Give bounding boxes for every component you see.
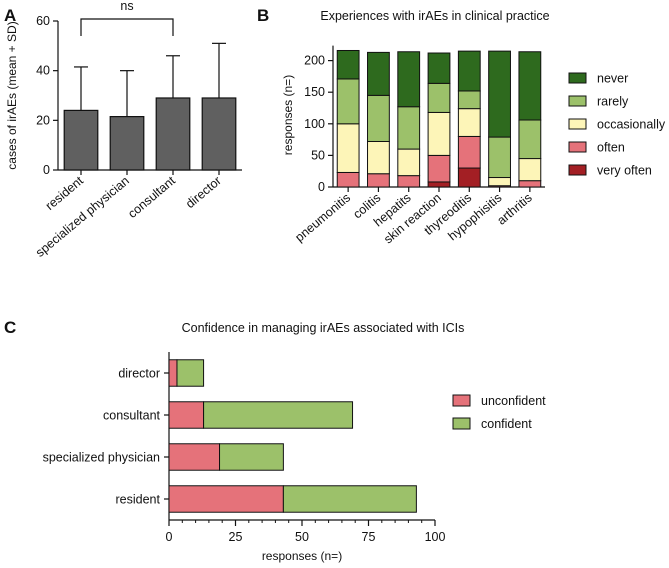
panel-c-segment-resident-confident xyxy=(282,485,417,513)
panel-b-segment-hypophisitis-never xyxy=(488,50,511,138)
panel-b-x-tick-label-arthritis: arthritis xyxy=(494,191,534,228)
panel-a-bar-resident xyxy=(63,109,99,171)
panel-b-segment-hypophisitis-rarely xyxy=(488,136,511,179)
panel-c-x-tick-label: 0 xyxy=(166,530,173,544)
panel-b-segment-hepatits-often xyxy=(397,175,421,188)
panel-b-segment-hypophisitis-occasionally xyxy=(488,177,511,187)
panel-c-chart: Confidence in managing irAEs associated … xyxy=(43,321,547,563)
panel-b-legend-label-rarely: rarely xyxy=(597,95,629,109)
panel-b-segment-thyreoditis-never xyxy=(457,50,481,92)
panel-b-segment-skin-reaction-rarely xyxy=(427,82,451,113)
panel-a-bar-specialized-physician xyxy=(109,116,145,171)
panel-c-segment-director-confident xyxy=(176,359,205,387)
panel-c-segment-consultant-confident xyxy=(203,401,354,429)
panel-label-a: A xyxy=(4,6,16,25)
panel-b-legend-label-often: often xyxy=(597,141,625,155)
panel-a-y-axis-label: cases of irAEs (mean + SD) xyxy=(5,21,19,169)
panel-b-segment-arthritis-never xyxy=(518,51,542,121)
panel-c-segment-consultant-unconfident xyxy=(168,401,205,429)
panel-b-legend-label-never: never xyxy=(597,72,628,86)
panel-b-chart: Experiences with irAEs in clinical pract… xyxy=(281,9,666,246)
panel-c-segment-resident-unconfident xyxy=(168,485,284,513)
panel-c-x-tick-label: 75 xyxy=(362,530,376,544)
panel-c-x-tick-label: 25 xyxy=(229,530,243,544)
panel-a-x-tick-label-resident: resident xyxy=(43,173,86,213)
panel-b-y-tick-label: 150 xyxy=(304,85,325,99)
panel-b-segment-thyreoditis-rarely xyxy=(457,90,481,110)
panel-c-x-axis-label: responses (n=) xyxy=(262,549,342,563)
panel-b-legend-swatch-occasionally xyxy=(568,118,587,130)
panel-b-segment-colitis-rarely xyxy=(367,94,390,142)
panel-a-y-tick-label: 20 xyxy=(36,113,50,127)
panel-c-y-tick-label-resident: resident xyxy=(116,493,161,507)
panel-b-x-tick-label-pneumonitis: pneumonitis xyxy=(292,191,353,245)
panel-a-y-tick-label: 40 xyxy=(36,64,50,78)
panel-b-segment-skin-reaction-often xyxy=(427,154,451,183)
panel-b-legend-swatch-never xyxy=(568,72,587,84)
panel-b-legend-label-occasionally: occasionally xyxy=(597,118,666,132)
panel-c-y-tick-label-director: director xyxy=(118,367,160,381)
panel-label-c: C xyxy=(4,318,16,337)
panel-b-segment-thyreoditis-occasionally xyxy=(457,108,481,137)
panel-b-y-tick-label: 0 xyxy=(318,180,325,194)
panel-c-y-tick-label-consultant: consultant xyxy=(103,409,161,423)
panel-b-segment-hepatits-never xyxy=(397,51,421,108)
panel-a-chart: cases of irAEs (mean + SD) ns 0 20 40 60 res… xyxy=(5,0,242,260)
panel-b-segment-hepatits-rarely xyxy=(397,106,421,150)
panel-a-significance-label: ns xyxy=(120,0,133,13)
panel-b-legend-swatch-very-often xyxy=(568,164,587,176)
panel-b-segment-skin-reaction-occasionally xyxy=(427,111,451,156)
panel-b-segment-pneumonitis-rarely xyxy=(336,78,360,125)
panel-b-segment-thyreoditis-very-often xyxy=(457,167,481,188)
panel-b-segment-colitis-occasionally xyxy=(367,140,390,175)
panel-b-segment-skin-reaction-never xyxy=(427,52,451,84)
panel-c-legend-swatch-confident xyxy=(452,417,471,430)
panel-c-legend-label-unconfident: unconfident xyxy=(481,394,546,408)
panel-b-segment-arthritis-rarely xyxy=(518,119,542,160)
panel-a-bar-consultant xyxy=(155,97,191,171)
panel-b-legend-swatch-often xyxy=(568,141,587,153)
panel-b-segment-arthritis-occasionally xyxy=(518,158,542,182)
panel-b-segment-thyreoditis-often xyxy=(457,135,481,169)
panel-a-x-tick-label-director: director xyxy=(183,174,224,212)
panel-c-legend-swatch-unconfident xyxy=(452,394,471,407)
panel-label-b: B xyxy=(257,6,269,25)
panel-c-x-tick-label: 50 xyxy=(295,530,309,544)
panel-b-segment-colitis-often xyxy=(367,173,390,188)
panel-c-legend-label-confident: confident xyxy=(481,417,532,431)
panel-b-y-tick-label: 100 xyxy=(304,117,325,131)
panel-b-segment-pneumonitis-occasionally xyxy=(336,123,360,173)
panel-c-segment-specialized-physician-confident xyxy=(219,443,284,471)
panel-c-title: Confidence in managing irAEs associated … xyxy=(182,321,465,335)
panel-a-bar-director xyxy=(201,97,237,171)
panel-c-segment-director-unconfident xyxy=(168,359,178,387)
panel-b-segment-pneumonitis-never xyxy=(336,49,360,80)
panel-b-y-tick-label: 50 xyxy=(311,148,325,162)
panel-a-significance-bracket xyxy=(80,18,174,36)
panel-b-y-axis-label: responses (n=) xyxy=(281,75,295,155)
panel-b-segment-pneumonitis-often xyxy=(336,171,360,188)
panel-b-segment-hepatits-occasionally xyxy=(397,148,421,177)
panel-b-title: Experiences with irAEs in clinical pract… xyxy=(320,9,549,23)
panel-a-y-tick-label: 60 xyxy=(36,14,50,28)
panel-b-legend-label-very-often: very often xyxy=(597,164,652,178)
panel-b-segment-skin-reaction-very-often xyxy=(427,181,451,188)
panel-b-segment-arthritis-often xyxy=(518,180,542,188)
panel-c-x-tick-label: 100 xyxy=(425,530,446,544)
panel-b-y-tick-label: 200 xyxy=(304,54,325,68)
panel-c-segment-specialized-physician-unconfident xyxy=(168,443,221,471)
panel-a-y-tick-label: 0 xyxy=(43,163,50,177)
panel-c-y-tick-label-specialized-physician: specialized physician xyxy=(43,451,160,465)
panel-a-x-tick-label-consultant: consultant xyxy=(125,173,178,221)
panel-b-legend-swatch-rarely xyxy=(568,95,587,107)
panel-b-segment-colitis-never xyxy=(367,51,390,96)
